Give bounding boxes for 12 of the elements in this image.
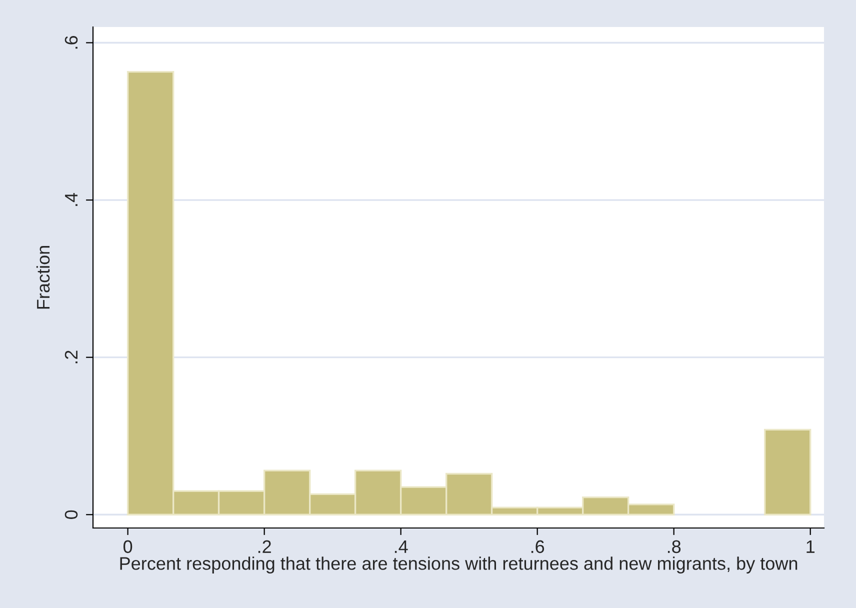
- y-tick-label: .4: [65, 193, 78, 206]
- y-tick-label: 0: [64, 510, 78, 519]
- x-tick-label: .2: [258, 540, 271, 553]
- y-axis-title: Fraction: [36, 246, 50, 309]
- x-tick-label: 0: [123, 540, 132, 554]
- x-axis-title: Percent responding that there are tensions with returnees and new migrants, by town: [120, 556, 798, 574]
- x-tick-label: .6: [531, 540, 544, 554]
- x-tick-label: 1: [806, 540, 814, 553]
- y-tick-label: .2: [64, 350, 78, 364]
- x-tick-label: .4: [394, 540, 408, 553]
- x-tick-label: .8: [668, 540, 681, 554]
- y-tick-label: .6: [64, 36, 78, 49]
